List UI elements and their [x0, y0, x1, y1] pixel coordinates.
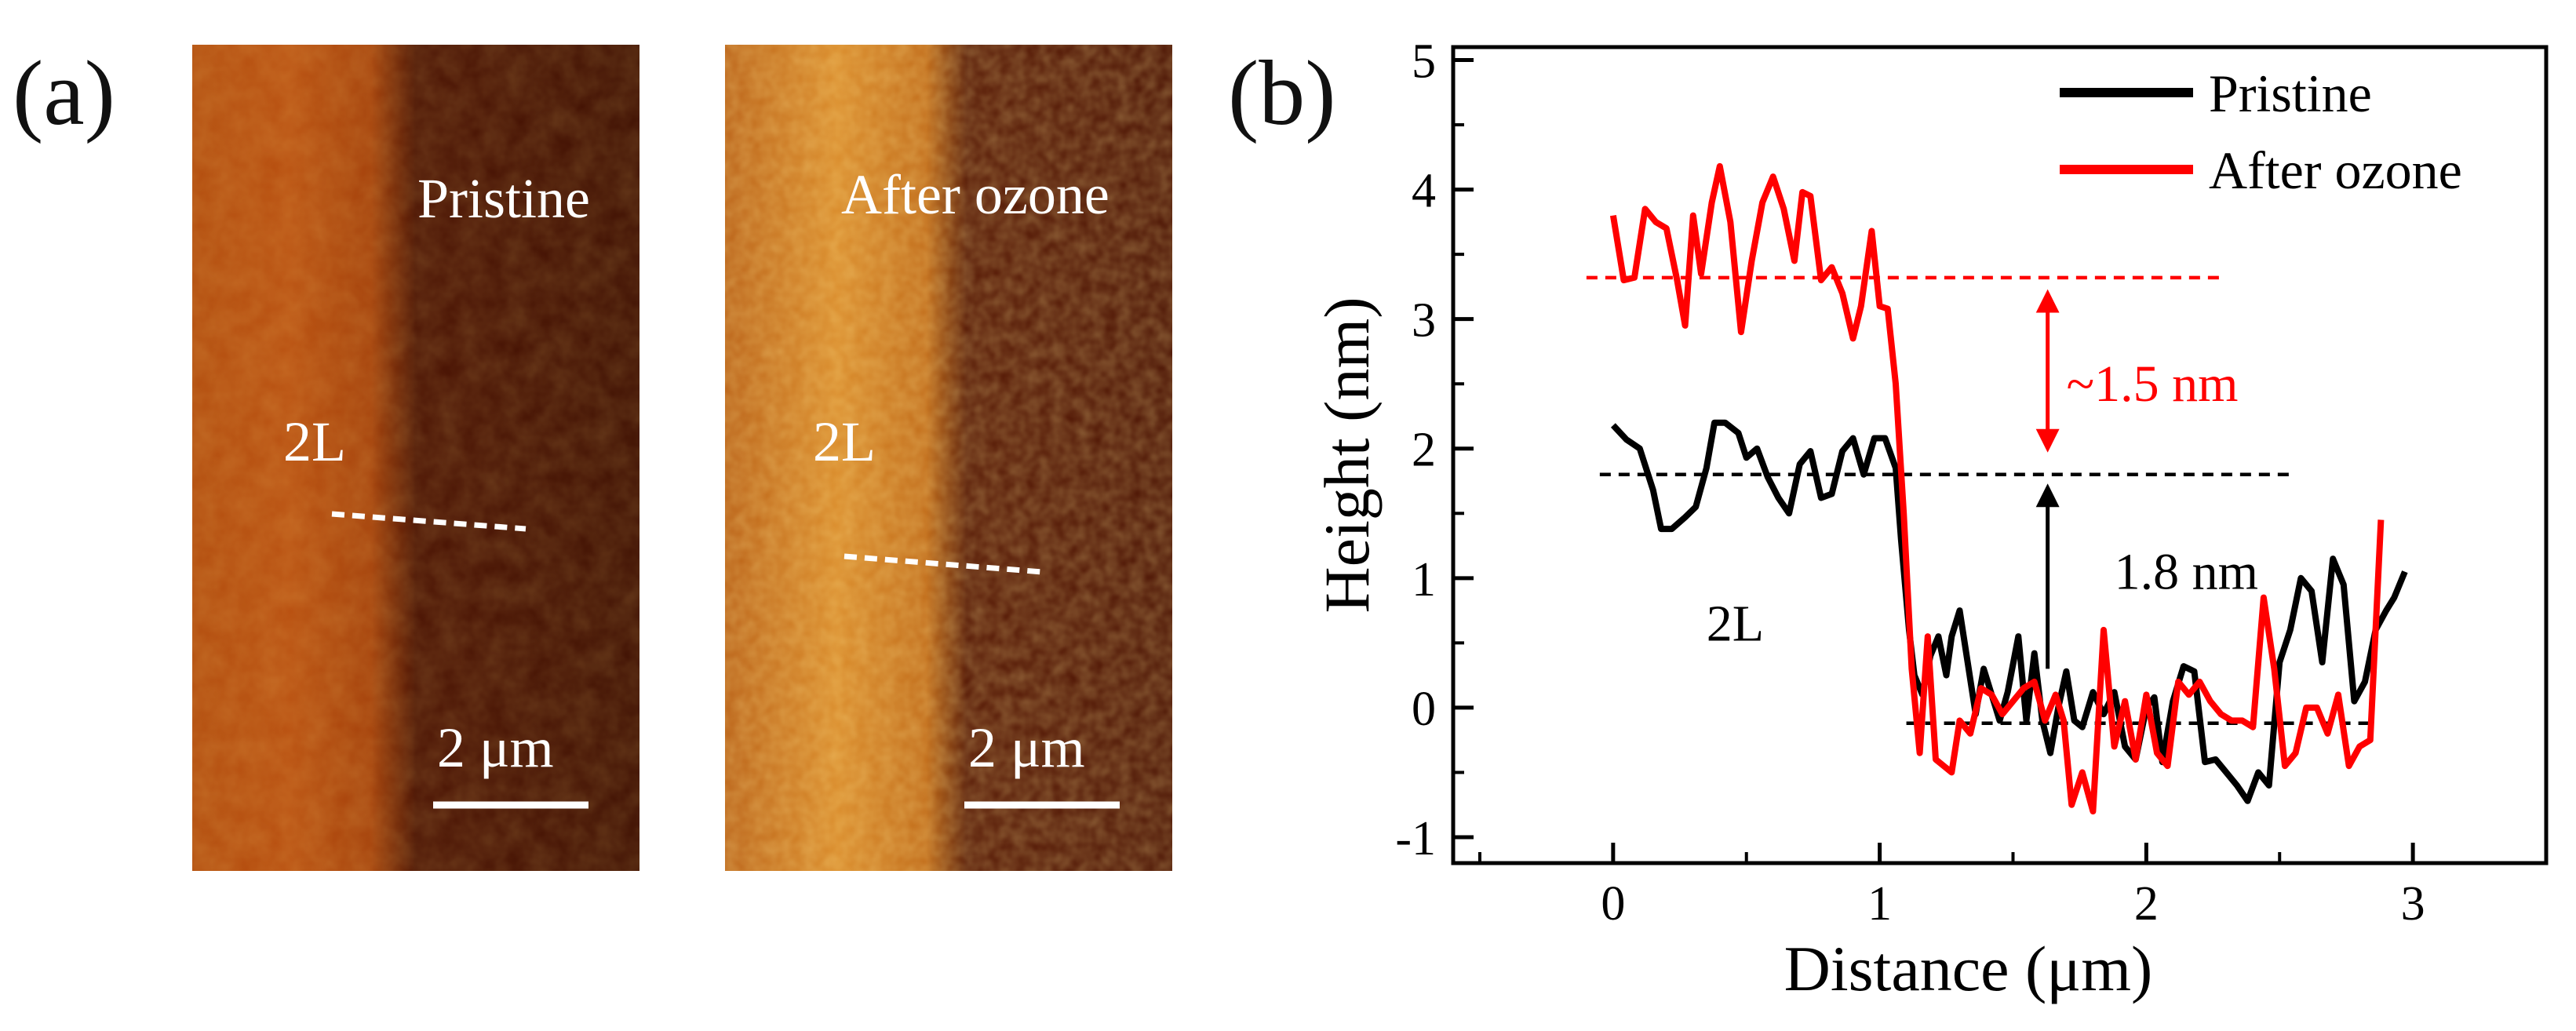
- annotation-label: ~1.5 nm: [2066, 355, 2238, 413]
- panel-a-label: (a): [13, 42, 115, 144]
- x-tick-label: 0: [1601, 877, 1625, 931]
- afm-title: Pristine: [417, 167, 591, 230]
- y-tick-label: 0: [1412, 683, 1436, 736]
- legend-entry: After ozone: [2209, 140, 2462, 200]
- y-tick-label: 3: [1412, 294, 1436, 348]
- plot-frame: [1451, 45, 2549, 865]
- x-axis-label: Distance (μm): [1784, 933, 2153, 1004]
- scale-bar-label: 2 μm: [437, 716, 554, 779]
- afm-image-after-ozone: After ozone 2L 2 μm: [725, 45, 1172, 871]
- layer-label: 2L: [813, 410, 876, 473]
- x-tick-label: 1: [1867, 877, 1892, 931]
- profile-line: [843, 553, 1044, 575]
- x-tick-label: 2: [2134, 877, 2159, 931]
- afm-image-pristine: Pristine 2L 2 μm: [192, 45, 639, 871]
- series-line-pristine: [1610, 419, 2408, 804]
- afm-pristine-texture: [192, 45, 639, 871]
- legend-entry: Pristine: [2209, 64, 2372, 123]
- layer-label: 2L: [283, 410, 346, 473]
- chart-svg: 0 1 2 3 -1 0 1 2 3 4 5 Distance (μm) Height (nm) ~1.5…: [1311, 35, 2549, 1004]
- annotation-label: 1.8 nm: [2115, 544, 2258, 601]
- y-tick-label: 2: [1412, 424, 1436, 477]
- x-tick-label: 3: [2401, 877, 2425, 931]
- series-line-after-ozone: [1609, 162, 2385, 814]
- y-tick-label: 4: [1412, 165, 1436, 218]
- panel-b-label: (b): [1228, 42, 1336, 144]
- y-tick-label: -1: [1395, 812, 1436, 865]
- y-tick-label: 1: [1412, 553, 1436, 607]
- afm-title: After ozone: [841, 163, 1109, 226]
- y-tick-label: 5: [1412, 35, 1436, 89]
- y-axis-label: Height (nm): [1311, 297, 1383, 613]
- annotation-label: 2L: [1707, 596, 1764, 653]
- scale-bar-label: 2 μm: [968, 716, 1085, 779]
- profile-line: [331, 511, 526, 532]
- afm-ozone-texture: [725, 45, 1172, 871]
- height-profile-chart: 0 1 2 3 -1 0 1 2 3 4 5 Distance (μm) Height (nm) ~1.5…: [1216, 0, 2576, 1031]
